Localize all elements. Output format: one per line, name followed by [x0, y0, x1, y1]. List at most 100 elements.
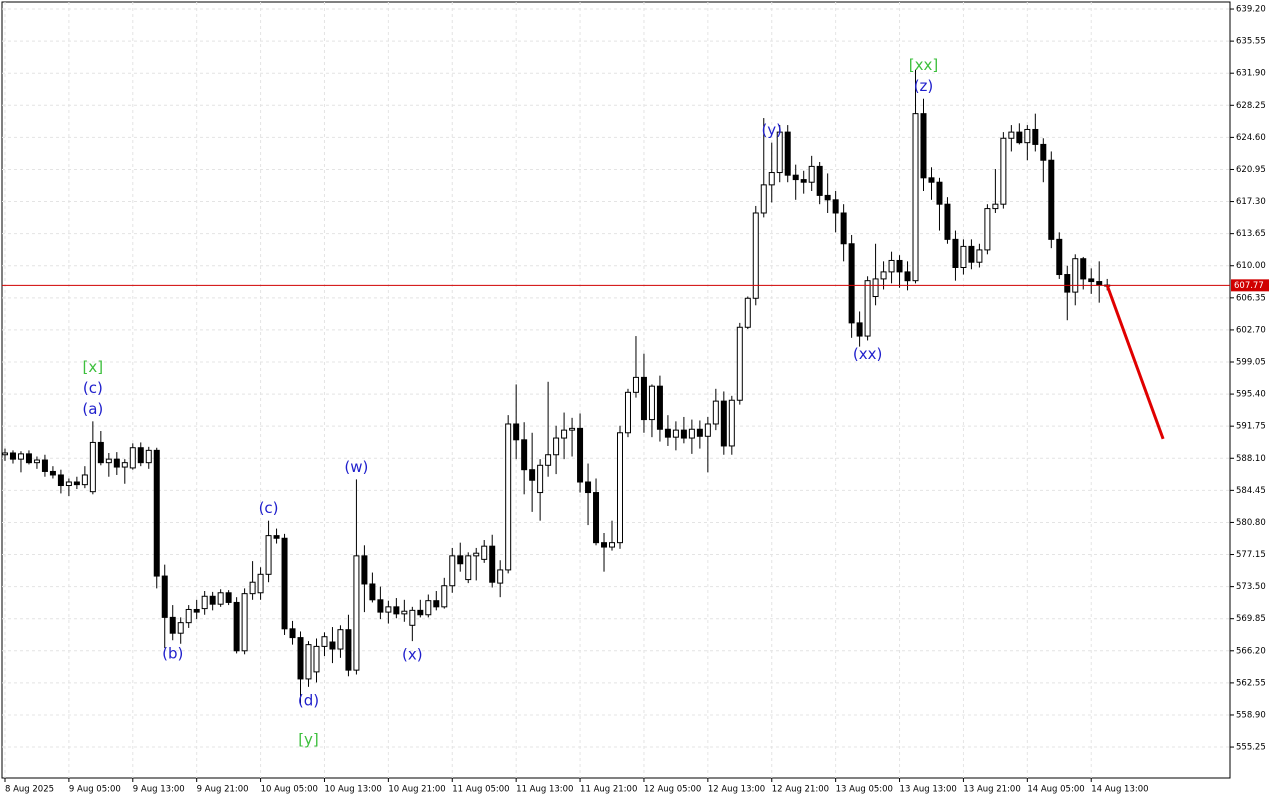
y-tick-label: 558.90: [1236, 710, 1266, 720]
candle-body: [992, 203, 999, 210]
candle-body: [976, 249, 983, 263]
candle-body: [616, 432, 623, 544]
candle-body: [329, 641, 336, 650]
candle-body: [417, 609, 424, 616]
y-tick-label: 562.55: [1236, 678, 1266, 688]
candle-body: [233, 601, 240, 652]
candle-body: [33, 459, 40, 464]
x-tick-label: 9 Aug 05:00: [69, 785, 121, 795]
candle-body: [9, 452, 16, 460]
current-price-label: 607.77: [1234, 281, 1264, 291]
y-tick-label: 573.50: [1236, 582, 1266, 592]
candle-body: [553, 437, 560, 456]
candle-body: [832, 199, 839, 214]
candle-body: [521, 439, 528, 471]
candle-body: [529, 469, 536, 481]
y-tick-label: 577.15: [1236, 550, 1266, 560]
candle-body: [561, 429, 568, 439]
candle-body: [776, 131, 783, 174]
candle-body: [113, 458, 120, 468]
wave-label: [x]: [83, 358, 104, 376]
candle-body: [664, 428, 671, 438]
candle-body: [569, 427, 576, 431]
candle-body: [872, 278, 879, 298]
y-tick-label: 606.35: [1236, 293, 1266, 303]
candle-body: [1040, 143, 1047, 161]
candle-body: [345, 629, 352, 671]
candle-body: [688, 428, 695, 439]
candle-body: [73, 481, 80, 486]
candle-body: [17, 453, 24, 460]
candle-body: [816, 165, 823, 196]
candle-body: [513, 423, 520, 441]
y-tick-label: 620.95: [1236, 165, 1266, 175]
y-tick-label: 588.10: [1236, 454, 1266, 464]
x-tick-label: 8 Aug 2025: [5, 785, 54, 795]
candle-body: [601, 542, 608, 548]
candle-body: [281, 537, 288, 630]
wave-label: (y): [761, 121, 782, 139]
candle-body: [640, 376, 647, 421]
candle-body: [201, 595, 208, 610]
candle-body: [153, 449, 160, 577]
candle-body: [712, 400, 719, 425]
candle-body: [656, 385, 663, 430]
candle-body: [585, 481, 592, 494]
candle-body: [944, 203, 951, 240]
candle-body: [744, 297, 751, 328]
candle-body: [960, 245, 967, 268]
candle-body: [896, 259, 903, 273]
candle-body: [217, 592, 224, 605]
x-tick-label: 14 Aug 05:00: [1027, 785, 1084, 795]
y-tick-label: 639.20: [1236, 5, 1266, 15]
candle-body: [672, 429, 679, 438]
candle-body: [920, 113, 927, 179]
candle-body: [185, 608, 192, 624]
candle-body: [537, 464, 544, 494]
candle-body: [632, 376, 639, 393]
wave-label: (xx): [853, 345, 882, 363]
candle-body: [768, 172, 775, 186]
candle-body: [481, 545, 488, 560]
wave-label: (w): [344, 458, 368, 476]
y-tick-label: 624.60: [1236, 133, 1266, 143]
candle-body: [89, 441, 96, 493]
candle-body: [129, 447, 136, 469]
candle-body: [241, 593, 248, 652]
candle-body: [936, 181, 943, 205]
candle-body: [1000, 137, 1007, 205]
candle-body: [353, 555, 360, 671]
y-tick-label: 555.25: [1236, 743, 1266, 753]
candle-body: [984, 208, 991, 251]
candle-body: [1, 452, 8, 456]
x-tick-label: 14 Aug 13:00: [1091, 785, 1148, 795]
candle-body: [800, 179, 807, 183]
x-tick-label: 13 Aug 13:00: [900, 785, 957, 795]
candle-body: [792, 174, 799, 181]
candle-body: [624, 391, 631, 434]
candle-body: [704, 423, 711, 437]
x-tick-label: 12 Aug 21:00: [772, 785, 829, 795]
candle-body: [105, 458, 112, 464]
candle-body: [648, 385, 655, 421]
candle-body: [97, 441, 104, 464]
candle-body: [824, 194, 831, 201]
wave-label: [xx]: [909, 56, 938, 74]
candle-body: [904, 271, 911, 282]
candle-body: [65, 481, 72, 487]
wave-label: (c): [83, 379, 103, 397]
candle-body: [441, 585, 448, 608]
y-tick-label: 635.55: [1236, 37, 1266, 47]
candle-body: [41, 459, 48, 472]
candle-body: [1008, 131, 1015, 139]
candle-body: [593, 492, 600, 544]
candle-body: [225, 592, 232, 603]
candle-body: [545, 454, 552, 466]
x-tick-label: 9 Aug 13:00: [133, 785, 185, 795]
candle-body: [161, 575, 168, 618]
wave-label: [y]: [298, 730, 319, 748]
candle-body: [840, 212, 847, 245]
candle-body: [321, 636, 328, 647]
candle-body: [497, 569, 504, 584]
candle-body: [401, 610, 408, 615]
